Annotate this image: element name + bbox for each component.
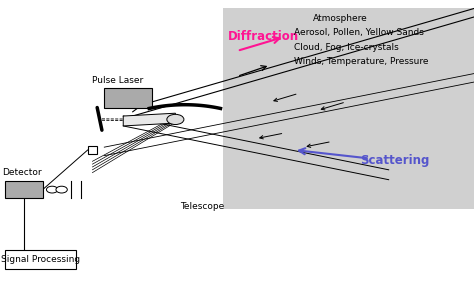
FancyBboxPatch shape xyxy=(5,181,43,198)
Text: Winds, Temperature, Pressure: Winds, Temperature, Pressure xyxy=(294,57,428,66)
Text: Atmosphere: Atmosphere xyxy=(313,14,368,23)
Text: Aerosol, Pollen, Yellow Sands: Aerosol, Pollen, Yellow Sands xyxy=(294,28,424,37)
Text: Scattering: Scattering xyxy=(360,154,429,167)
Text: Pulse Laser: Pulse Laser xyxy=(92,76,144,85)
Circle shape xyxy=(167,114,184,125)
Text: Cloud, Fog, Ice-crystals: Cloud, Fog, Ice-crystals xyxy=(294,42,399,52)
Polygon shape xyxy=(223,8,474,209)
Text: Signal Processing: Signal Processing xyxy=(1,255,80,264)
Polygon shape xyxy=(123,113,175,126)
Text: Detector: Detector xyxy=(2,168,42,177)
FancyBboxPatch shape xyxy=(5,250,76,269)
Text: Telescope: Telescope xyxy=(180,202,224,211)
FancyBboxPatch shape xyxy=(104,88,152,108)
Text: Diffraction: Diffraction xyxy=(228,30,299,43)
Polygon shape xyxy=(88,146,97,154)
Circle shape xyxy=(46,186,58,193)
Circle shape xyxy=(56,186,67,193)
